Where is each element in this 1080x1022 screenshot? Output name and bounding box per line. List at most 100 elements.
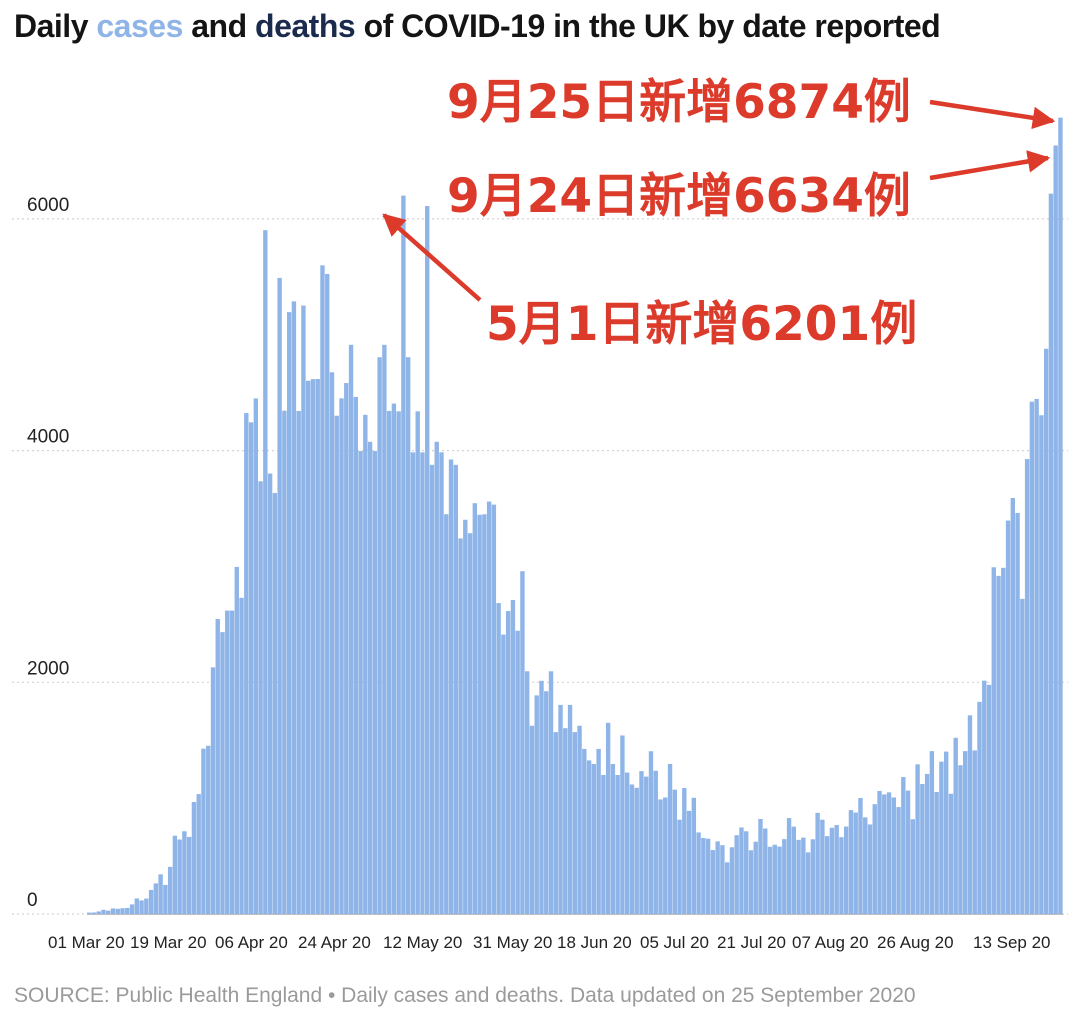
case-bar xyxy=(910,819,916,914)
case-bar xyxy=(843,826,849,914)
case-bar xyxy=(172,835,178,914)
case-bar xyxy=(639,771,644,914)
case-bar xyxy=(405,357,411,914)
case-bar xyxy=(558,704,563,914)
case-bar xyxy=(753,841,758,914)
covid-bar-chart: 0 2000 4000 6000 01 Mar 20 19 Mar 20 06 Apr 2… xyxy=(12,75,1068,952)
case-bar xyxy=(220,632,225,914)
case-bar xyxy=(629,784,635,914)
y-axis-ticks: 0 2000 4000 6000 xyxy=(27,195,69,911)
case-bar xyxy=(391,403,397,914)
case-bar xyxy=(539,680,544,914)
case-bar xyxy=(434,441,439,914)
x-tick-label: 31 May 20 xyxy=(473,933,552,952)
case-bar xyxy=(777,846,782,914)
case-bar xyxy=(801,837,806,914)
case-bar xyxy=(553,732,558,914)
case-bar xyxy=(377,357,382,914)
case-bar xyxy=(824,836,830,914)
annotation-arrow xyxy=(929,150,1051,181)
case-bar xyxy=(134,898,139,914)
case-bar xyxy=(686,810,692,914)
case-bar xyxy=(186,836,192,914)
case-bar xyxy=(991,567,996,914)
case-bar xyxy=(810,839,816,914)
case-bar xyxy=(615,774,620,914)
case-bar xyxy=(429,464,435,914)
case-bar xyxy=(139,900,144,914)
case-bar xyxy=(101,909,106,914)
case-bar xyxy=(277,277,282,914)
case-bar xyxy=(496,603,501,914)
x-tick-label: 24 Apr 20 xyxy=(298,933,371,952)
case-bar xyxy=(425,206,430,914)
case-bar xyxy=(1048,193,1054,914)
annotation-label: 5月1日新增6201例 xyxy=(486,297,917,352)
case-bar xyxy=(572,732,577,914)
case-bar xyxy=(310,379,316,914)
case-bar xyxy=(272,493,278,914)
case-bar xyxy=(829,827,835,914)
case-bar xyxy=(148,889,154,914)
x-tick-label: 01 Mar 20 xyxy=(48,933,125,952)
case-bar xyxy=(91,912,97,914)
x-tick-label: 07 Aug 20 xyxy=(792,933,869,952)
case-bar xyxy=(891,797,896,914)
case-bar xyxy=(96,911,101,914)
case-bar xyxy=(943,751,949,914)
case-bar xyxy=(715,841,720,914)
title-middle: and xyxy=(182,8,256,44)
case-bar xyxy=(734,835,739,914)
case-bar xyxy=(567,704,573,914)
case-bar xyxy=(339,398,344,914)
case-bar xyxy=(382,344,387,914)
case-bar xyxy=(720,845,725,914)
annotations: 9月25日新增6874例 9月24日新增6634例 5月1日新增6201例 xyxy=(382,75,1056,352)
case-bar xyxy=(610,763,616,914)
case-bar xyxy=(548,671,554,914)
case-bar xyxy=(624,772,630,914)
case-bar xyxy=(153,883,159,914)
case-bar xyxy=(244,413,249,914)
case-bar xyxy=(234,566,239,914)
case-bar xyxy=(791,826,797,914)
case-bar xyxy=(410,452,416,914)
case-bar xyxy=(710,850,716,914)
case-bar xyxy=(1029,401,1035,914)
case-bar xyxy=(286,312,292,914)
case-bar xyxy=(467,533,473,914)
case-bar xyxy=(605,722,611,914)
case-bar xyxy=(263,230,268,914)
case-bar xyxy=(1001,567,1006,914)
case-bar xyxy=(448,459,454,914)
case-bar xyxy=(501,634,506,914)
case-bar xyxy=(953,737,958,914)
case-bar xyxy=(386,410,392,914)
case-bar xyxy=(120,908,125,914)
case-bar xyxy=(163,884,168,914)
case-bar xyxy=(1043,348,1049,915)
case-bar xyxy=(253,398,259,914)
case-bar xyxy=(510,599,516,914)
case-bar xyxy=(525,671,530,914)
case-bar xyxy=(477,514,482,914)
case-bar xyxy=(996,575,1001,914)
case-bar xyxy=(125,907,130,914)
annotation-arrow xyxy=(929,99,1056,130)
x-axis-ticks: 01 Mar 20 19 Mar 20 06 Apr 20 24 Apr 20 12 M… xyxy=(48,933,1051,952)
case-bar xyxy=(453,464,458,914)
case-bar xyxy=(463,519,468,914)
case-bar xyxy=(739,827,744,914)
chart-title: Daily cases and deaths of COVID-19 in th… xyxy=(14,8,941,45)
case-bar xyxy=(772,844,777,914)
case-bar xyxy=(444,514,449,914)
case-bar xyxy=(144,898,149,914)
case-bar xyxy=(291,301,297,914)
case-bar xyxy=(1053,145,1058,914)
case-bar xyxy=(229,610,235,914)
case-bar xyxy=(724,862,730,914)
title-prefix: Daily xyxy=(14,8,97,44)
case-bar xyxy=(691,797,697,914)
case-bar xyxy=(491,504,497,914)
x-tick-label: 26 Aug 20 xyxy=(877,933,954,952)
